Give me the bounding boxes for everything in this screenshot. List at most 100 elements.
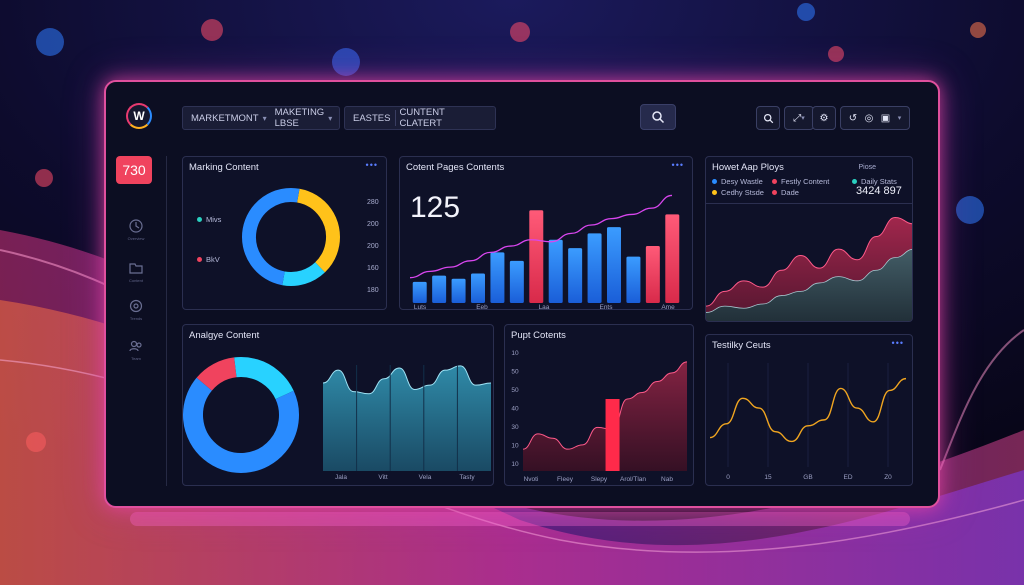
- legend-dot: [197, 217, 202, 222]
- legend-dot: [772, 179, 777, 184]
- donut-segment-1: [183, 357, 299, 474]
- area-line: [322, 365, 492, 395]
- legend-item: Dade: [772, 188, 799, 197]
- sidebar-divider: [166, 156, 167, 486]
- divider: [706, 203, 912, 204]
- panel-title: Pupt Cotents: [511, 330, 566, 341]
- y-tick-label: 10: [511, 461, 519, 468]
- refresh-icon[interactable]: ↺: [848, 112, 858, 124]
- axis-label: 200: [367, 221, 379, 228]
- menu-eastes[interactable]: EASTES: [353, 112, 391, 124]
- legend-label: Daily Stats: [861, 177, 897, 186]
- sidebar-item-label: Overview: [127, 236, 145, 241]
- search-icon: [652, 111, 665, 124]
- y-tick-label: 40: [511, 406, 519, 413]
- bar-0: [412, 281, 427, 303]
- x-tick-label: Fleey: [557, 476, 574, 483]
- sidebar-item-trends[interactable]: Trends: [120, 298, 152, 326]
- panel-post-contents: 10 50 50 40 30 10 10 Nvoti Fleey Slepy Arol/Tlan Na…: [504, 324, 694, 486]
- dashboard-window: W MARKETMONT ▾ MAKETING LBSE ▾ EASTES CU…: [104, 80, 940, 508]
- x-tick-label: Laa: [539, 304, 550, 310]
- testing-counts-chart: 0 15 GB ED Z0: [709, 363, 907, 481]
- notification-badge[interactable]: 730: [116, 156, 152, 184]
- tool-search-button[interactable]: [756, 106, 780, 130]
- y-tick-label: 30: [511, 424, 519, 431]
- panel-title: Analgye Content: [189, 330, 260, 341]
- app-plays-chart: [706, 217, 912, 321]
- x-tick-label: Ents: [599, 304, 613, 310]
- y-tick-label: 50: [511, 369, 519, 376]
- chevron-down-icon[interactable]: ▾: [328, 113, 333, 123]
- x-tick-label: Tasty: [459, 474, 475, 481]
- panel-top-right-label: Piose: [858, 164, 876, 171]
- area-series: [323, 365, 491, 471]
- marking-content-chart: [242, 188, 340, 286]
- bar-10: [607, 227, 621, 303]
- menu-cuntent-clatert[interactable]: CUNTENT CLATERT: [399, 107, 445, 129]
- highlight-bar: [605, 399, 620, 471]
- panel-title: Howet Aap Ploys: [712, 162, 784, 173]
- legend-label: Desy Wastle: [721, 177, 763, 186]
- x-tick-label: Z0: [884, 474, 892, 481]
- tool-group: ↺ ◎ ▣ ▾: [840, 106, 910, 130]
- analyze-content-chart: Jala Vitt Vela Tasty: [183, 357, 492, 481]
- x-tick-label: 0: [726, 474, 730, 481]
- legend-label: Dade: [781, 188, 799, 197]
- bar-8: [568, 248, 583, 303]
- bar-6: [529, 210, 544, 303]
- chevron-down-icon[interactable]: ▾: [897, 115, 902, 122]
- sidebar-item-overview[interactable]: Overview: [120, 218, 152, 246]
- sidebar-item-team[interactable]: Team: [120, 338, 152, 366]
- panel-title: Testilky Ceuts: [712, 340, 771, 351]
- legend-item-bkv: BkV: [197, 255, 220, 264]
- clock-icon: [129, 219, 143, 233]
- more-options-icon[interactable]: •••: [891, 338, 904, 348]
- x-tick-label: Slepy: [591, 476, 608, 483]
- users-icon: [129, 340, 142, 352]
- y-tick-label: 10: [511, 443, 519, 450]
- big-metric: 125: [410, 191, 461, 224]
- x-tick-label: 15: [764, 474, 772, 481]
- search-button[interactable]: [640, 104, 676, 130]
- target-icon[interactable]: ◎: [864, 112, 874, 124]
- legend-item: Daily Stats: [852, 177, 897, 186]
- sidebar-item-label: Content: [128, 278, 143, 283]
- bar-3: [471, 273, 485, 303]
- x-tick-label: Ame: [661, 304, 675, 310]
- menu-marketmont[interactable]: MARKETMONT: [191, 112, 259, 124]
- legend-dot: [197, 257, 202, 262]
- top-menu-group: MARKETMONT ▾ MAKETING LBSE ▾: [182, 106, 340, 130]
- legend-dot: [852, 179, 857, 184]
- more-options-icon[interactable]: •••: [671, 160, 684, 170]
- x-tick-label: Vela: [419, 474, 432, 481]
- panel-content-pages: Luts Eeb Laa Ents Ame Cotent Pages Contents …: [399, 156, 693, 310]
- tool-settings-button[interactable]: ⚙: [812, 106, 836, 130]
- area-series-1-line: [706, 217, 912, 307]
- area-series-2: [706, 249, 912, 321]
- panel-app-plays: Howet Aap Ploys Piose Desy Wastle Festly…: [705, 156, 913, 322]
- tool-share-button[interactable]: ⤢ ▾: [784, 106, 814, 130]
- legend-label: Festly Content: [781, 177, 830, 186]
- legend-item-mivs: Mivs: [197, 215, 221, 224]
- sidebar-item-content[interactable]: Content: [120, 260, 152, 288]
- x-tick-label: GB: [803, 474, 812, 481]
- more-options-icon[interactable]: •••: [365, 160, 378, 170]
- chevron-down-icon[interactable]: ▾: [262, 113, 267, 123]
- menu-divider: [394, 110, 396, 126]
- axis-label: 200: [367, 243, 379, 250]
- y-tick-label: 10: [511, 350, 519, 357]
- legend-dot: [772, 190, 777, 195]
- x-tick-label: Arol/Tlan: [620, 476, 646, 483]
- legend-item: Festly Content: [772, 177, 829, 186]
- share-icon: ⤢: [793, 112, 802, 124]
- chevron-down-icon: ▾: [801, 115, 805, 122]
- panel-title: Cotent Pages Contents: [406, 162, 505, 173]
- menu-maketing-lbse[interactable]: MAKETING LBSE: [274, 107, 325, 129]
- legend-label: BkV: [206, 255, 220, 264]
- app-logo[interactable]: W: [126, 103, 152, 129]
- line-series: [709, 377, 907, 443]
- folder-icon: [129, 263, 143, 274]
- donut-segment-2: [242, 188, 340, 286]
- camera-icon[interactable]: ▣: [880, 112, 891, 124]
- x-tick-label: Jala: [335, 474, 347, 481]
